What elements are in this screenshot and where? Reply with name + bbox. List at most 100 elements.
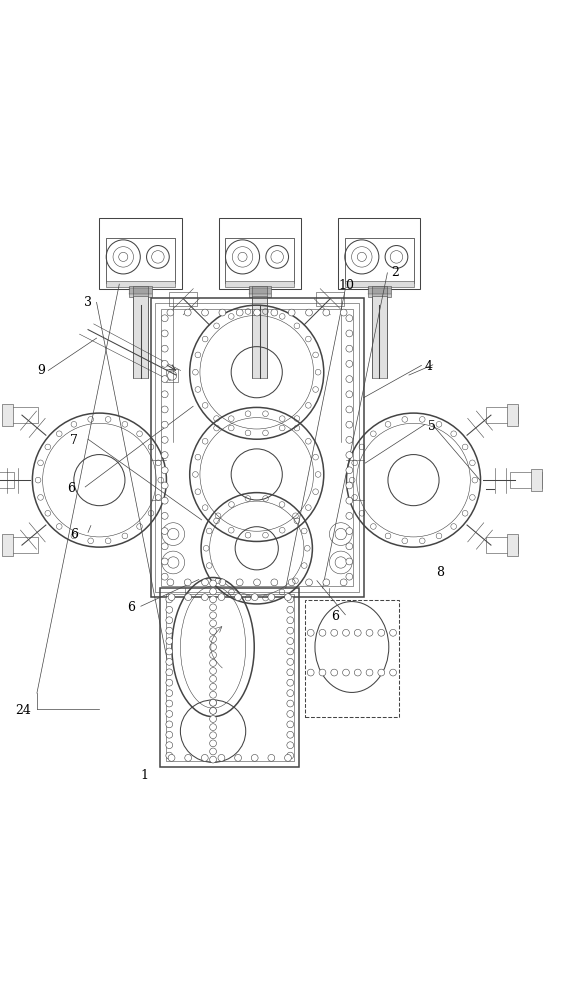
- Circle shape: [287, 731, 294, 738]
- Circle shape: [167, 309, 174, 316]
- Circle shape: [346, 573, 353, 580]
- Circle shape: [161, 558, 168, 565]
- Circle shape: [346, 452, 353, 458]
- Bar: [161, 309, 353, 586]
- Bar: [368, 286, 391, 297]
- Bar: [510, 472, 542, 488]
- Circle shape: [253, 309, 260, 316]
- Bar: [345, 238, 414, 283]
- Circle shape: [340, 309, 347, 316]
- Circle shape: [161, 436, 168, 443]
- Circle shape: [167, 579, 174, 586]
- Circle shape: [378, 629, 385, 636]
- Circle shape: [166, 731, 173, 738]
- Circle shape: [307, 629, 314, 636]
- Circle shape: [346, 330, 353, 337]
- Circle shape: [166, 658, 173, 665]
- Circle shape: [161, 376, 168, 382]
- Text: 5: 5: [428, 420, 436, 433]
- Circle shape: [346, 376, 353, 382]
- Circle shape: [287, 690, 294, 697]
- Circle shape: [251, 754, 258, 761]
- Circle shape: [161, 512, 168, 519]
- Circle shape: [210, 724, 216, 731]
- Text: 6: 6: [70, 528, 78, 541]
- Circle shape: [287, 700, 294, 707]
- Circle shape: [219, 309, 226, 316]
- Circle shape: [287, 627, 294, 634]
- Circle shape: [168, 754, 175, 761]
- Circle shape: [287, 638, 294, 644]
- Bar: [371, 286, 386, 297]
- Bar: [305, 600, 399, 717]
- Circle shape: [166, 617, 173, 624]
- Circle shape: [210, 668, 216, 674]
- Circle shape: [210, 596, 216, 603]
- Circle shape: [185, 579, 191, 586]
- Bar: [345, 238, 414, 283]
- Circle shape: [346, 315, 353, 322]
- Bar: [486, 407, 518, 423]
- Circle shape: [271, 309, 278, 316]
- Circle shape: [340, 579, 347, 586]
- Circle shape: [210, 699, 216, 706]
- Circle shape: [346, 436, 353, 443]
- Text: 6: 6: [127, 601, 135, 614]
- Circle shape: [210, 748, 216, 755]
- Circle shape: [331, 629, 337, 636]
- Circle shape: [346, 360, 353, 367]
- Circle shape: [253, 579, 260, 586]
- Circle shape: [210, 675, 216, 682]
- Circle shape: [210, 580, 216, 587]
- Circle shape: [166, 711, 173, 717]
- Bar: [106, 238, 175, 283]
- Circle shape: [268, 754, 275, 761]
- Circle shape: [166, 721, 173, 728]
- Circle shape: [346, 482, 353, 489]
- Circle shape: [390, 669, 396, 676]
- Circle shape: [287, 617, 294, 624]
- Circle shape: [346, 406, 353, 413]
- Circle shape: [166, 627, 173, 634]
- Circle shape: [287, 658, 294, 665]
- Circle shape: [185, 594, 191, 601]
- Text: 7: 7: [70, 434, 78, 447]
- Circle shape: [202, 579, 208, 586]
- Circle shape: [346, 391, 353, 398]
- Circle shape: [210, 620, 216, 627]
- Circle shape: [343, 629, 349, 636]
- Circle shape: [346, 467, 353, 474]
- Circle shape: [218, 594, 225, 601]
- Bar: [166, 369, 178, 382]
- Circle shape: [166, 648, 173, 655]
- Circle shape: [210, 740, 216, 747]
- Text: 6: 6: [331, 610, 339, 623]
- Circle shape: [161, 482, 168, 489]
- Circle shape: [202, 309, 208, 316]
- Circle shape: [268, 594, 275, 601]
- Circle shape: [331, 669, 337, 676]
- Circle shape: [366, 629, 373, 636]
- Circle shape: [166, 700, 173, 707]
- Circle shape: [166, 606, 173, 613]
- Bar: [0, 472, 14, 488]
- Circle shape: [287, 679, 294, 686]
- Circle shape: [210, 691, 216, 698]
- Circle shape: [210, 707, 216, 714]
- Circle shape: [235, 754, 241, 761]
- Bar: [507, 404, 518, 426]
- Text: 8: 8: [436, 566, 444, 579]
- Circle shape: [323, 309, 330, 316]
- Bar: [225, 281, 294, 287]
- Circle shape: [166, 690, 173, 697]
- Circle shape: [346, 345, 353, 352]
- Circle shape: [285, 594, 291, 601]
- Text: 2: 2: [391, 266, 399, 279]
- Bar: [249, 286, 272, 297]
- Circle shape: [166, 679, 173, 686]
- Circle shape: [210, 636, 216, 643]
- Text: 6: 6: [67, 482, 75, 495]
- Circle shape: [202, 754, 208, 761]
- Circle shape: [166, 752, 173, 759]
- Circle shape: [161, 528, 168, 534]
